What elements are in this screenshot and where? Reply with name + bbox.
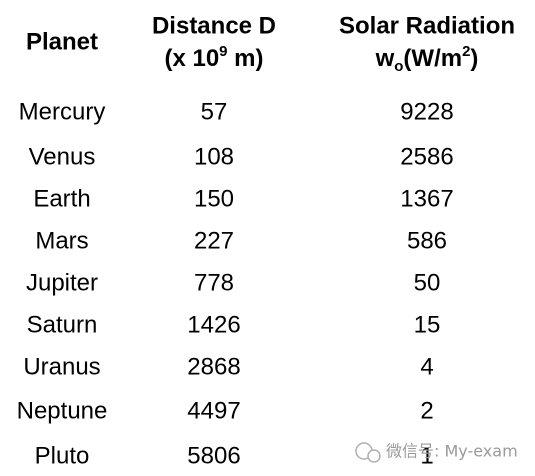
radiation-cell: 2 xyxy=(420,397,433,424)
unit-sup: 2 xyxy=(462,43,470,60)
radiation-cell: 50 xyxy=(414,269,441,296)
distance-cell: 2868 xyxy=(187,353,240,380)
unit-text: w xyxy=(375,45,395,72)
header-distance-unit: (x 109 m) xyxy=(164,43,263,72)
radiation-cell: 15 xyxy=(414,311,441,338)
unit-sub: o xyxy=(394,58,403,75)
unit-text: (x 10 xyxy=(164,45,219,72)
planet-cell: Jupiter xyxy=(26,269,98,296)
planet-cell: Mercury xyxy=(19,98,106,125)
distance-cell: 1426 xyxy=(187,311,240,338)
distance-cell: 4497 xyxy=(187,397,240,424)
planet-cell: Pluto xyxy=(35,442,90,469)
planet-cell: Venus xyxy=(29,143,96,170)
planet-cell: Mars xyxy=(35,227,88,254)
planet-cell: Neptune xyxy=(17,397,108,424)
unit-text: m) xyxy=(228,45,264,72)
header-radiation-unit: wo(W/m2) xyxy=(375,43,479,75)
watermark: 微信号: My-exam xyxy=(355,442,518,463)
radiation-cell: 9228 xyxy=(400,98,453,125)
header-planet: Planet xyxy=(26,28,98,55)
distance-cell: 150 xyxy=(194,185,234,212)
unit-text: (W/m xyxy=(403,45,462,72)
distance-cell: 108 xyxy=(194,143,234,170)
distance-cell: 5806 xyxy=(187,442,240,469)
radiation-cell: 4 xyxy=(420,353,433,380)
unit-text: ) xyxy=(470,45,478,72)
watermark-icon xyxy=(367,449,381,463)
unit-sup: 9 xyxy=(219,43,227,60)
header-radiation: Solar Radiation xyxy=(339,12,515,39)
radiation-cell: 586 xyxy=(407,227,447,254)
watermark-text: 微信号: My-exam xyxy=(386,442,518,461)
radiation-cell: 1 xyxy=(420,442,433,469)
header-distance: Distance D xyxy=(152,12,276,39)
distance-cell: 227 xyxy=(194,227,234,254)
planet-cell: Uranus xyxy=(23,353,100,380)
distance-cell: 57 xyxy=(201,98,228,125)
distance-cell: 778 xyxy=(194,269,234,296)
radiation-cell: 2586 xyxy=(400,143,453,170)
planet-cell: Earth xyxy=(33,185,90,212)
planet-cell: Saturn xyxy=(27,311,98,338)
radiation-cell: 1367 xyxy=(400,185,453,212)
